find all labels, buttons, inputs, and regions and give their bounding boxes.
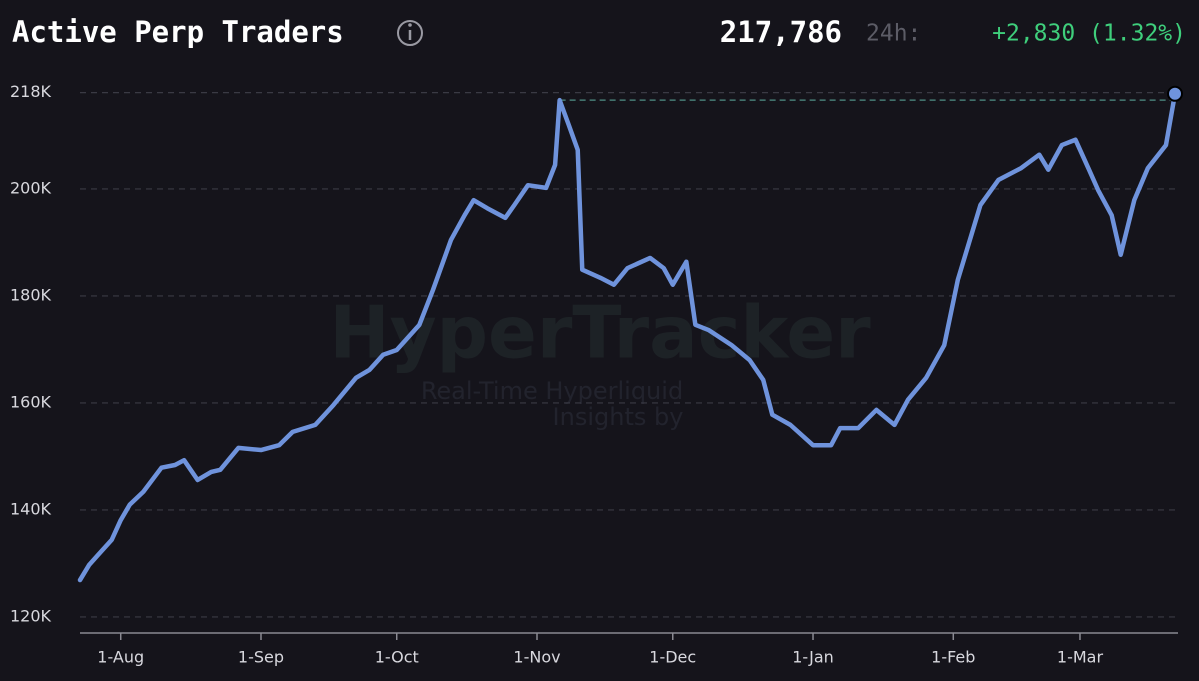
- x-tick-label: 1-Aug: [97, 648, 144, 667]
- x-tick-label: 1-Nov: [513, 648, 560, 667]
- change-value: +2,830 (1.32%): [992, 21, 1186, 47]
- x-tick-label: 1-Jan: [792, 648, 834, 667]
- x-tick-label: 1-Feb: [931, 648, 975, 667]
- current-value: 217,786: [720, 15, 842, 49]
- x-tick-label: 1-Dec: [649, 648, 696, 667]
- watermark-tagline: Insights by: [553, 403, 684, 431]
- data-line: [77, 91, 1178, 583]
- change-label: 24h:: [866, 21, 921, 47]
- chart-title: Active Perp Traders: [12, 15, 344, 49]
- watermark: HyperTracker Real-Time Hyperliquid Insig…: [329, 291, 871, 431]
- y-tick-label: 200K: [10, 178, 52, 197]
- y-tick-label: 180K: [10, 285, 52, 304]
- watermark-brand: HyperTracker: [329, 291, 871, 375]
- last-point: [1167, 85, 1183, 102]
- watermark-tagline: Real-Time Hyperliquid: [421, 377, 683, 405]
- y-tick-label: 218K: [10, 82, 52, 101]
- x-tick-label: 1-Sep: [238, 648, 284, 667]
- x-tick-label: 1-Mar: [1057, 648, 1104, 667]
- y-tick-label: 160K: [10, 392, 52, 411]
- info-dot: [408, 23, 412, 27]
- y-tick-label: 120K: [10, 606, 52, 625]
- info-icon[interactable]: [397, 20, 423, 46]
- y-tick-label: 140K: [10, 499, 52, 518]
- info-circle[interactable]: [397, 20, 423, 46]
- x-tick-label: 1-Oct: [375, 648, 419, 667]
